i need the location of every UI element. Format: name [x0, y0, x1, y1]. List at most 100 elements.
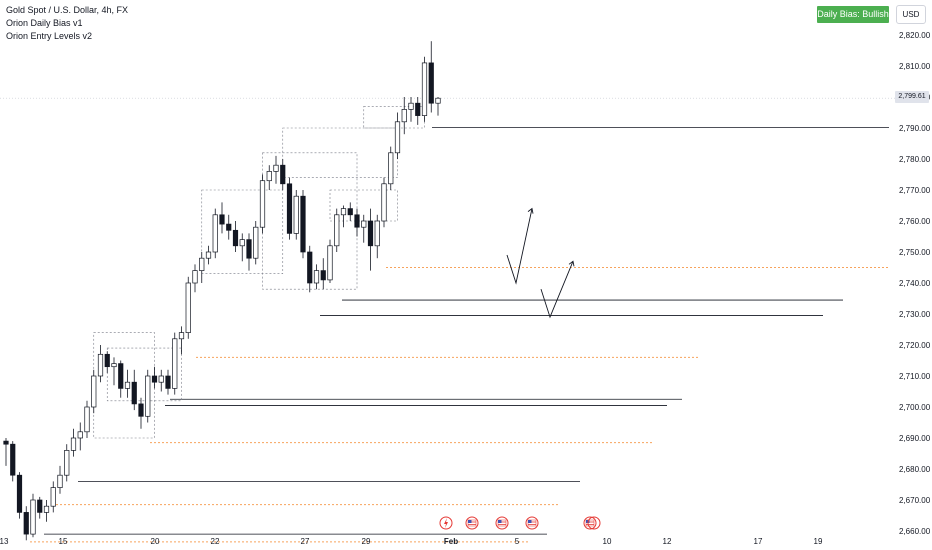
current-price-label: 2,799.61	[895, 91, 929, 103]
price-tick-label: 2,820.00	[899, 31, 931, 40]
candle	[286, 177, 293, 240]
candle	[408, 97, 414, 122]
candle	[172, 332, 178, 395]
candle	[205, 245, 212, 265]
candle	[293, 190, 299, 240]
candle	[57, 465, 63, 494]
daily-bias-badge[interactable]: Daily Bias: Bullish	[817, 6, 889, 23]
indicator-daily-bias[interactable]: Orion Daily Bias v1	[6, 18, 83, 28]
time-tick-label: 29	[362, 537, 371, 546]
price-tick-label: 2,680.00	[899, 465, 931, 474]
candle	[232, 221, 239, 252]
candle	[226, 214, 232, 240]
us-flag-event-icon[interactable]	[465, 516, 479, 530]
candle	[219, 202, 225, 234]
candle	[70, 428, 77, 457]
candle	[84, 400, 90, 438]
candle	[199, 252, 205, 283]
candle	[23, 506, 29, 541]
candle	[421, 56, 428, 122]
candle	[415, 97, 421, 125]
range-boxes	[93, 106, 425, 439]
candle	[320, 258, 326, 290]
price-tick-label: 2,790.00	[899, 124, 931, 133]
range-box	[106, 347, 182, 402]
candle	[37, 496, 43, 519]
candle	[367, 208, 374, 271]
price-tick-label: 2,750.00	[899, 248, 931, 257]
range-box	[201, 189, 284, 274]
candle	[266, 165, 272, 190]
us-flag-event-icon[interactable]	[525, 516, 539, 530]
price-tick-label: 2,780.00	[899, 155, 931, 164]
candle	[347, 202, 353, 221]
range-box	[282, 127, 398, 178]
projection-arrow	[540, 260, 575, 319]
time-tick-label: Feb	[444, 537, 458, 546]
price-tick-label: 2,700.00	[899, 403, 931, 412]
candle	[388, 146, 394, 190]
candle	[131, 369, 137, 411]
candle	[151, 366, 158, 389]
candle	[64, 444, 70, 482]
candle	[300, 190, 306, 259]
candle	[327, 239, 333, 283]
time-tick-label: 15	[59, 537, 68, 546]
price-tick-label: 2,710.00	[899, 372, 931, 381]
chart-legend: Gold Spot / U.S. Dollar, 4h, FX Orion Da…	[6, 4, 128, 43]
price-axis[interactable]: 2,820.002,810.002,800.002,790.002,780.00…	[899, 31, 931, 550]
candle	[435, 97, 441, 116]
candle	[253, 221, 259, 265]
time-axis[interactable]: 13 15 20 22 27 29 Feb 5 10 12 17 19	[0, 537, 823, 546]
time-tick-label: 19	[814, 537, 823, 546]
candle	[158, 369, 164, 392]
lightning-event-icon[interactable]	[439, 516, 453, 530]
entry-levels	[30, 126, 889, 543]
price-tick-label: 2,810.00	[899, 62, 931, 71]
candle	[43, 500, 50, 522]
time-tick-label: 17	[754, 537, 763, 546]
candle	[374, 214, 380, 259]
price-tick-label: 2,670.00	[899, 496, 931, 505]
candle	[185, 276, 191, 339]
economic-events	[439, 516, 601, 530]
time-tick-label: 20	[151, 537, 160, 546]
time-tick-label: 27	[301, 537, 310, 546]
indicator-entry-levels[interactable]: Orion Entry Levels v2	[6, 31, 93, 41]
candle	[178, 326, 185, 355]
candle	[381, 177, 387, 228]
projection-arrows	[506, 207, 575, 319]
price-tick-label: 2,690.00	[899, 434, 931, 443]
candle	[3, 438, 9, 466]
candle	[165, 369, 171, 395]
time-tick-label: 13	[0, 537, 9, 546]
stacked-event-icon[interactable]	[587, 516, 601, 530]
symbol-title[interactable]: Gold Spot / U.S. Dollar, 4h, FX	[6, 5, 129, 15]
candle	[280, 159, 286, 190]
candle	[91, 369, 97, 414]
candle	[354, 208, 360, 237]
price-tick-label: 2,760.00	[899, 217, 931, 226]
time-tick-label: 10	[603, 537, 612, 546]
candle	[97, 345, 104, 383]
candle	[340, 205, 347, 228]
range-box	[363, 106, 425, 129]
candle	[246, 233, 252, 271]
candle	[307, 245, 313, 293]
time-tick-label: 12	[663, 537, 672, 546]
candle	[428, 41, 434, 113]
price-tick-label: 2,720.00	[899, 341, 931, 350]
candle	[16, 472, 23, 519]
candle	[77, 422, 83, 451]
candle	[10, 441, 16, 482]
candle	[118, 360, 124, 398]
time-tick-label: 5	[515, 537, 520, 546]
candle	[30, 493, 36, 538]
candle	[138, 397, 144, 429]
candle	[50, 481, 56, 513]
currency-button[interactable]: USD	[896, 5, 926, 24]
candles	[3, 41, 441, 541]
candle	[334, 208, 340, 252]
us-flag-event-icon[interactable]	[495, 516, 509, 530]
